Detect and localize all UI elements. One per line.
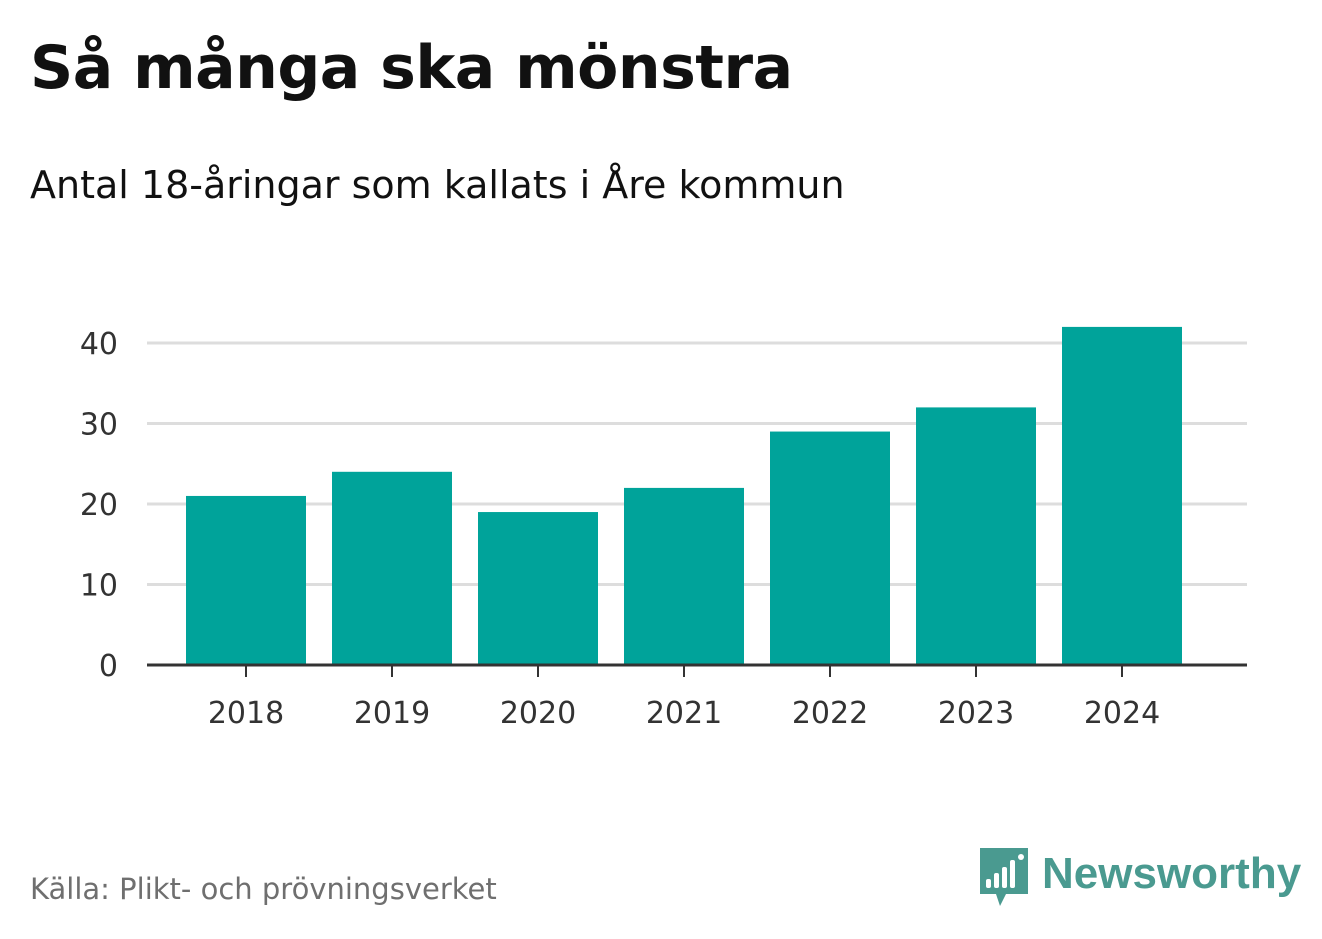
x-tick-label: 2019: [354, 696, 430, 731]
bar-2020: [478, 512, 598, 665]
x-tick-label: 2020: [500, 696, 576, 731]
brand-name: Newsworthy: [1042, 849, 1302, 898]
newsworthy-logo: Newsworthy: [980, 848, 1301, 910]
y-tick-label: 10: [80, 569, 118, 604]
y-tick-label: 30: [80, 408, 118, 443]
bar-2024: [1062, 326, 1182, 665]
source-note: Källa: Plikt- och prövningsverket: [30, 872, 497, 906]
newsworthy-logo-icon: [980, 848, 1028, 906]
chart-title: Så många ska mönstra: [30, 33, 793, 103]
bar-2022: [770, 431, 890, 665]
x-tick-label: 2018: [208, 696, 284, 731]
y-axis-labels: 0 10 20 30 40: [80, 327, 118, 684]
bar-2019: [332, 471, 452, 665]
x-axis: [147, 663, 1247, 677]
bar-2021: [624, 487, 744, 665]
bar-2018: [186, 495, 306, 665]
x-tick-label: 2024: [1084, 696, 1160, 731]
x-tick-label: 2021: [646, 696, 722, 731]
x-axis-labels: 2018 2019 2020 2021 2022 2023 2024: [208, 696, 1160, 731]
y-tick-label: 20: [80, 488, 118, 523]
y-tick-label: 0: [99, 649, 118, 684]
x-tick-label: 2023: [938, 696, 1014, 731]
bar-2023: [916, 407, 1036, 665]
chart-subtitle: Antal 18-åringar som kallats i Åre kommu…: [30, 163, 845, 207]
y-tick-label: 40: [80, 327, 118, 362]
x-tick-label: 2022: [792, 696, 868, 731]
bar-chart: 0 10 20 30 40 2018 2019 2020 2021 2022 2023 2024: [80, 326, 1247, 731]
bars: [186, 326, 1182, 665]
